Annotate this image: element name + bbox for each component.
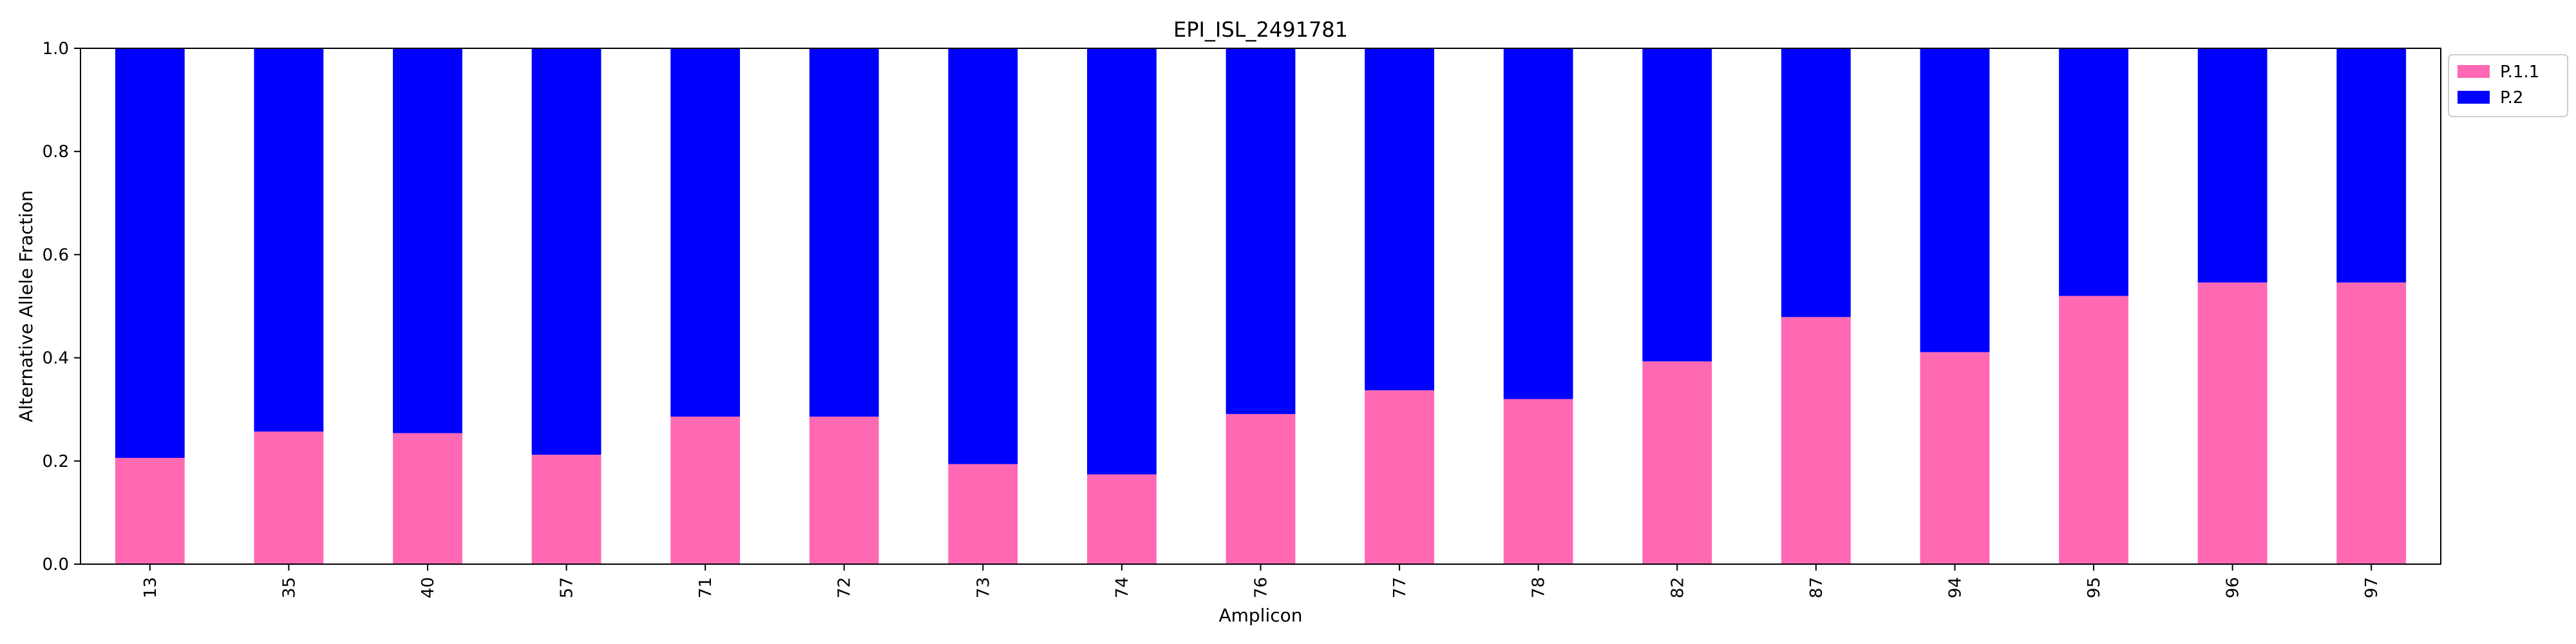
x-tick-label: 76 <box>1252 577 1271 598</box>
x-tick-label: 13 <box>141 577 160 598</box>
bar-p-2-35 <box>254 48 324 432</box>
y-tick-label: 0.6 <box>43 245 69 265</box>
x-tick-label: 95 <box>2085 577 2104 598</box>
x-tick-label: 57 <box>558 577 577 598</box>
x-tick-label: 87 <box>1807 577 1826 598</box>
bar-p-1-1-78 <box>1503 399 1573 564</box>
bar-p-2-72 <box>809 48 879 417</box>
bar-p-1-1-13 <box>115 457 185 564</box>
bar-p-2-97 <box>2336 48 2407 283</box>
bar-p-2-94 <box>1920 48 1990 352</box>
x-tick-label: 77 <box>1390 577 1410 598</box>
x-tick-label: 40 <box>419 577 438 598</box>
x-tick-label: 96 <box>2224 577 2243 598</box>
bar-p-1-1-96 <box>2197 282 2268 564</box>
bar-p-2-76 <box>1226 48 1296 414</box>
bar-p-1-1-97 <box>2336 282 2407 564</box>
bar-p-1-1-35 <box>254 431 324 564</box>
bar-p-2-57 <box>531 48 601 455</box>
bar-p-2-77 <box>1365 48 1434 391</box>
bar-p-2-78 <box>1503 48 1573 399</box>
x-axis: 13 35 40 57 71 72 73 74 76 77 78 82 87 94 95 96 97 <box>141 564 2382 598</box>
bar-p-1-1-71 <box>670 416 741 564</box>
y-tick-label: 1.0 <box>43 39 69 59</box>
legend-label: P.2 <box>2500 88 2523 108</box>
bar-p-2-73 <box>948 48 1018 464</box>
x-tick-label: 72 <box>835 577 855 598</box>
legend-label: P.1.1 <box>2500 62 2539 82</box>
y-axis-label: Alternative Allele Fraction <box>15 190 37 422</box>
legend: P.1.1 P.2 <box>2448 54 2568 117</box>
bar-p-1-1-40 <box>393 433 462 564</box>
y-tick-label: 0.8 <box>43 142 69 162</box>
bar-p-2-74 <box>1087 48 1157 475</box>
x-tick-label: 73 <box>974 577 993 598</box>
x-tick-label: 82 <box>1668 577 1687 598</box>
x-tick-label: 78 <box>1530 577 1549 598</box>
y-tick-label: 0.4 <box>43 349 69 368</box>
bar-p-1-1-82 <box>1642 361 1712 564</box>
bar-p-2-95 <box>2059 48 2128 296</box>
bar-p-1-1-57 <box>531 455 601 564</box>
legend-swatch-p-2 <box>2458 91 2490 104</box>
legend-swatch-p-1-1 <box>2458 65 2490 78</box>
bar-p-1-1-74 <box>1087 474 1157 564</box>
x-tick-label: 71 <box>696 577 715 598</box>
x-tick-label: 35 <box>279 577 299 598</box>
x-tick-label: 94 <box>1946 577 1965 598</box>
bar-p-1-1-77 <box>1365 390 1434 564</box>
bar-p-1-1-94 <box>1920 352 1990 564</box>
bars-layer <box>115 48 2407 564</box>
y-axis: 0.0 0.2 0.4 0.6 0.8 1.0 <box>43 39 80 574</box>
bar-p-2-96 <box>2197 48 2268 283</box>
bar-p-1-1-87 <box>1781 317 1851 564</box>
x-axis-label: Amplicon <box>1218 605 1302 626</box>
y-tick-label: 0.0 <box>43 555 69 574</box>
bar-p-2-82 <box>1642 48 1712 362</box>
bar-p-1-1-76 <box>1226 413 1296 564</box>
bar-p-1-1-72 <box>809 416 879 564</box>
bar-p-2-13 <box>115 48 185 458</box>
bar-p-2-40 <box>393 48 462 433</box>
bar-p-2-87 <box>1781 48 1851 317</box>
bar-p-1-1-73 <box>948 464 1018 564</box>
x-tick-label: 97 <box>2362 577 2382 598</box>
x-tick-label: 74 <box>1113 577 1132 598</box>
bar-p-2-71 <box>670 48 741 417</box>
y-tick-label: 0.2 <box>43 452 69 471</box>
chart-title: EPI_ISL_2491781 <box>1173 17 1348 42</box>
bar-p-1-1-95 <box>2059 296 2128 564</box>
